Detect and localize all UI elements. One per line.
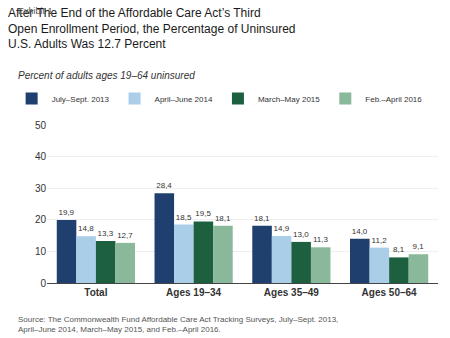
svg-text:Percent of adults ages 19–64 u: Percent of adults ages 19–64 uninsured [18,70,195,81]
svg-text:28,4: 28,4 [156,181,172,190]
svg-text:13,3: 13,3 [98,229,114,238]
svg-text:March–May 2015: March–May 2015 [258,95,320,104]
svg-text:Ages 19–34: Ages 19–34 [166,287,221,298]
svg-text:50: 50 [35,120,47,131]
svg-text:Feb.–April 2016: Feb.–April 2016 [365,95,422,104]
svg-text:12,7: 12,7 [117,231,133,240]
svg-text:Ages 50–64: Ages 50–64 [362,287,417,298]
svg-text:Total: Total [84,287,107,298]
svg-text:14,8: 14,8 [78,224,94,233]
svg-text:July–Sept. 2013: July–Sept. 2013 [52,95,110,104]
svg-text:30: 30 [35,183,47,194]
svg-text:19,5: 19,5 [195,209,211,218]
svg-text:Exhibit 1: Exhibit 1 [18,6,53,16]
svg-text:Source: The Commonwealth Fund: Source: The Commonwealth Fund Affordable… [18,315,338,334]
svg-text:20: 20 [35,214,47,225]
svg-text:April–June 2014: April–June 2014 [155,95,213,104]
svg-text:18,5: 18,5 [176,213,192,222]
svg-text:18,1: 18,1 [215,214,231,223]
svg-text:10: 10 [35,246,47,257]
svg-text:40: 40 [35,151,47,162]
svg-text:14,9: 14,9 [274,224,290,233]
svg-text:0: 0 [40,278,46,289]
svg-text:19,9: 19,9 [58,208,74,217]
svg-text:13,0: 13,0 [293,230,309,239]
svg-text:8,1: 8,1 [393,245,405,254]
svg-text:18,1: 18,1 [254,214,270,223]
svg-text:11,2: 11,2 [372,236,388,245]
svg-text:After The End of the Affordabl: After The End of the Affordable Care Act… [8,6,296,51]
svg-text:11,3: 11,3 [313,235,329,244]
svg-text:9,1: 9,1 [413,242,425,251]
svg-text:14,0: 14,0 [352,227,368,236]
svg-text:Ages 35–49: Ages 35–49 [264,287,319,298]
